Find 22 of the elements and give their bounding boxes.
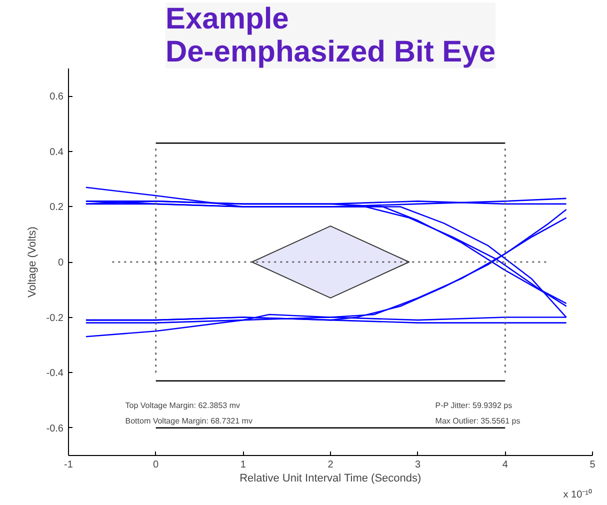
y-axis-title: Voltage (Volts) xyxy=(26,226,38,298)
annotation: Max Outlier: 35.5561 ps xyxy=(435,416,520,426)
annotation: P-P Jitter: 59.9392 ps xyxy=(435,401,512,410)
x-tick-label: 1 xyxy=(240,460,246,470)
x-tick-label: 0 xyxy=(153,460,160,470)
annotation: Top Voltage Margin: 62.3853 mv xyxy=(125,401,240,410)
annotation: Bottom Voltage Margin: 68.7321 mv xyxy=(125,416,252,426)
x-tick-label: 5 xyxy=(590,460,596,470)
x-tick-label: 4 xyxy=(502,460,508,470)
text: x 10⁻¹⁰ xyxy=(563,488,593,500)
y-tick-label: 0 xyxy=(58,258,64,268)
x-tick-label: -1 xyxy=(64,460,74,470)
y-tick-label: 0.6 xyxy=(50,92,64,103)
x-tick-label: 2 xyxy=(328,460,334,470)
x-axis-title: Relative Unit Interval Time (Seconds) xyxy=(240,472,422,484)
chart-title: Example De-emphasized Bit Eye xyxy=(165,2,496,68)
y-tick-label: -0.2 xyxy=(46,312,64,324)
y-tick-label: 0.4 xyxy=(50,146,64,158)
y-tick-label: 0.2 xyxy=(50,202,64,214)
y-tick-label: -0.4 xyxy=(46,368,64,380)
y-tick-label: -0.6 xyxy=(46,423,64,434)
x-tick-label: 3 xyxy=(415,460,422,470)
